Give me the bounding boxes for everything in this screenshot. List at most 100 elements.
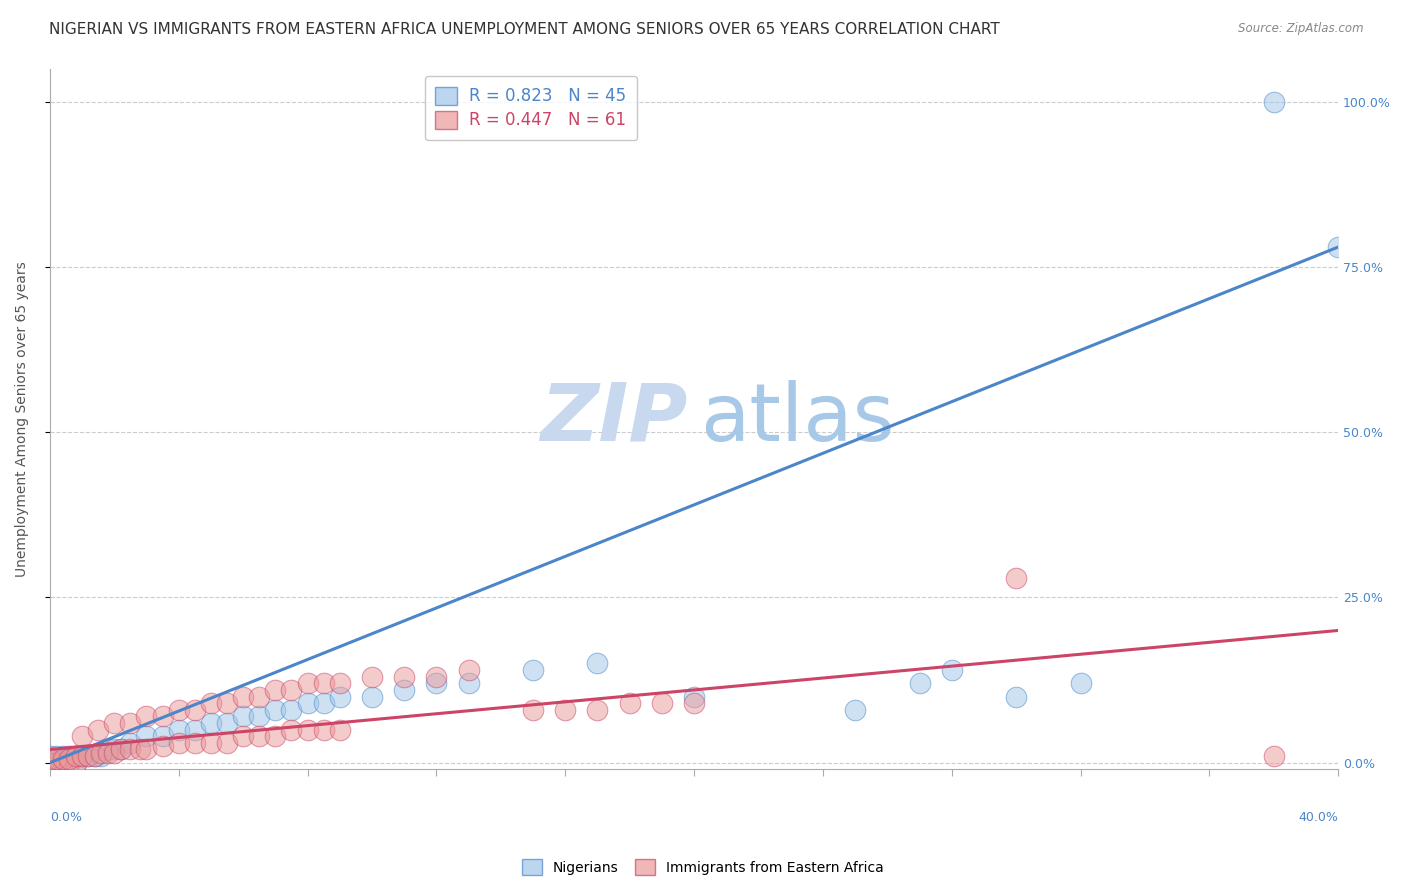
Point [45, 756, 67, 770]
Point [264, 703, 287, 717]
Point [38, 756, 60, 770]
Text: Source: ZipAtlas.com: Source: ZipAtlas.com [1239, 22, 1364, 36]
Text: 40.0%: 40.0% [1298, 812, 1339, 824]
Point [683, 690, 706, 704]
Point [103, 742, 125, 756]
Point [619, 696, 641, 710]
Point [110, 742, 132, 756]
Point [65, 756, 87, 770]
Point [120, 716, 142, 731]
Point [58, 756, 80, 770]
Point [844, 703, 866, 717]
Point [90, 746, 112, 760]
Point [90, 749, 112, 764]
Point [280, 682, 302, 697]
Point [522, 663, 544, 677]
Point [135, 742, 157, 756]
Point [247, 709, 270, 723]
Legend: R = 0.823   N = 45, R = 0.447   N = 61: R = 0.823 N = 45, R = 0.447 N = 61 [425, 76, 637, 140]
Point [232, 709, 254, 723]
Point [129, 742, 152, 756]
Point [152, 729, 174, 743]
Point [329, 723, 352, 737]
Point [297, 676, 319, 690]
Point [52, 752, 75, 766]
Point [52, 749, 75, 764]
Point [167, 703, 190, 717]
Point [264, 729, 287, 743]
Point [38, 756, 60, 770]
Point [215, 716, 238, 731]
Point [135, 729, 157, 743]
Point [110, 742, 132, 756]
Point [200, 736, 222, 750]
Point [425, 670, 447, 684]
Point [683, 696, 706, 710]
Point [232, 729, 254, 743]
Point [97, 746, 120, 760]
Point [77, 749, 100, 764]
Point [1005, 570, 1028, 584]
Point [167, 723, 190, 737]
Point [65, 749, 87, 764]
Point [200, 696, 222, 710]
Point [280, 723, 302, 737]
Point [1327, 240, 1350, 254]
Point [280, 703, 302, 717]
Point [247, 690, 270, 704]
Point [65, 756, 87, 770]
Point [120, 742, 142, 756]
Point [232, 690, 254, 704]
Point [1070, 676, 1092, 690]
Point [586, 703, 609, 717]
Point [45, 752, 67, 766]
Point [392, 670, 415, 684]
Point [215, 736, 238, 750]
Point [1263, 749, 1285, 764]
Point [70, 749, 93, 764]
Point [58, 749, 80, 764]
Point [312, 696, 335, 710]
Point [247, 729, 270, 743]
Point [361, 690, 384, 704]
Point [329, 690, 352, 704]
Point [184, 703, 207, 717]
Point [554, 703, 576, 717]
Point [45, 756, 67, 770]
Point [77, 749, 100, 764]
Text: NIGERIAN VS IMMIGRANTS FROM EASTERN AFRICA UNEMPLOYMENT AMONG SENIORS OVER 65 YE: NIGERIAN VS IMMIGRANTS FROM EASTERN AFRI… [49, 22, 1000, 37]
Point [120, 736, 142, 750]
Text: atlas: atlas [700, 380, 894, 458]
Point [70, 749, 93, 764]
Point [392, 682, 415, 697]
Legend: Nigerians, Immigrants from Eastern Africa: Nigerians, Immigrants from Eastern Afric… [517, 854, 889, 880]
Point [152, 709, 174, 723]
Point [200, 716, 222, 731]
Point [84, 749, 107, 764]
Point [1263, 95, 1285, 109]
Point [38, 749, 60, 764]
Point [97, 742, 120, 756]
Point [52, 756, 75, 770]
Point [58, 752, 80, 766]
Point [84, 749, 107, 764]
Point [522, 703, 544, 717]
Point [184, 723, 207, 737]
Point [425, 676, 447, 690]
Y-axis label: Unemployment Among Seniors over 65 years: Unemployment Among Seniors over 65 years [15, 261, 30, 577]
Point [135, 709, 157, 723]
Point [1005, 690, 1028, 704]
Text: ZIP: ZIP [540, 380, 688, 458]
Point [908, 676, 931, 690]
Point [58, 756, 80, 770]
Point [329, 676, 352, 690]
Point [312, 676, 335, 690]
Point [941, 663, 963, 677]
Point [45, 749, 67, 764]
Point [457, 663, 479, 677]
Point [152, 739, 174, 753]
Point [297, 696, 319, 710]
Point [65, 749, 87, 764]
Point [312, 723, 335, 737]
Point [167, 736, 190, 750]
